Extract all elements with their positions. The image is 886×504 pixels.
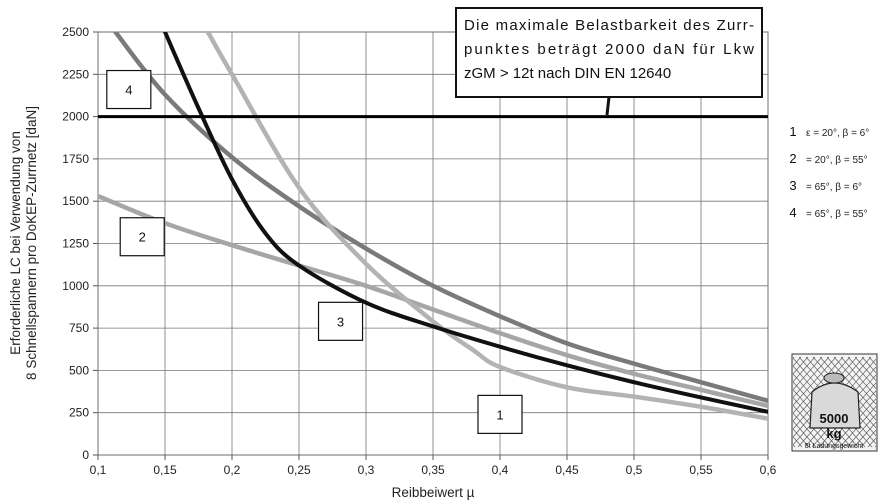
x-tick-label: 0,45 <box>555 463 579 477</box>
series-line-2 <box>98 193 768 409</box>
x-tick-label: 0,25 <box>287 463 311 477</box>
weight-logo-icon: 5000 kg 5t Ladungsgewicht <box>791 353 878 452</box>
x-tick-label: 0,55 <box>689 463 713 477</box>
curve-box-2: 2 <box>119 217 165 257</box>
legend-text: = 65°, β = 6° <box>806 182 862 193</box>
y-tick-label: 1750 <box>62 152 89 166</box>
curve-box-label: 1 <box>496 407 503 422</box>
curve-box-label: 4 <box>125 83 132 98</box>
legend-text: ε = 20°, β = 6° <box>806 128 869 139</box>
x-tick-labels: 0,1 0,15 0,2 0,25 0,3 0,35 0,4 0,45 0,5 0,55 0,6 <box>90 463 777 477</box>
x-axis-label: Reibbeiwert µ <box>392 485 475 500</box>
legend-item-2: 2 = 20°, β = 55° <box>789 151 867 166</box>
y-tick-label: 250 <box>69 406 89 420</box>
y-axis-label-line-2: 8 Schnellspannern pro DoKEP-Zurrnetz [da… <box>24 106 39 380</box>
x-tick-label: 0,15 <box>153 463 177 477</box>
legend-number: 1 <box>789 124 796 139</box>
legend-number: 3 <box>789 178 796 193</box>
x-tick-label: 0,2 <box>224 463 241 477</box>
legend-number: 4 <box>789 205 796 220</box>
legend-item-1: 1 ε = 20°, β = 6° <box>789 124 869 139</box>
legend-text: = 65°, β = 55° <box>806 209 868 220</box>
y-tick-label: 750 <box>69 321 89 335</box>
x-tick-label: 0,35 <box>421 463 445 477</box>
legend-number: 2 <box>789 151 796 166</box>
y-tick-label: 1000 <box>62 279 89 293</box>
note-line-2: punktes beträgt 2000 daN für Lkw <box>464 41 754 58</box>
y-tick-label: 0 <box>82 448 89 462</box>
curve-box-label: 2 <box>139 230 146 245</box>
curve-box-label: 3 <box>337 314 344 329</box>
curve-box-3: 3 <box>317 301 364 341</box>
y-tick-label: 2500 <box>62 25 89 39</box>
logo-unit: kg <box>826 426 841 441</box>
logo-weight: 5000 <box>820 411 849 426</box>
logo-caption: 5t Ladungsgewicht <box>805 443 863 450</box>
x-tick-label: 0,1 <box>90 463 107 477</box>
note-box: Die maximale Belastbarkeit des Zurr- pun… <box>455 7 763 116</box>
x-tick-label: 0,5 <box>626 463 643 477</box>
x-tick-label: 0,6 <box>760 463 777 477</box>
curve-box-4: 4 <box>106 69 152 110</box>
x-tick-label: 0,4 <box>492 463 509 477</box>
y-tick-label: 1500 <box>62 194 89 208</box>
x-tick-label: 0,3 <box>358 463 375 477</box>
y-tick-label: 1250 <box>62 237 89 251</box>
series-line-4 <box>113 32 768 404</box>
y-tick-label: 2250 <box>62 67 89 81</box>
legend-item-4: 4 = 65°, β = 55° <box>789 205 867 220</box>
series-line-3 <box>163 32 768 414</box>
series-line-1 <box>205 32 768 421</box>
y-axis-label-line-1: Erforderliche LC bei Verwendung von <box>8 131 23 355</box>
legend-text: = 20°, β = 55° <box>806 155 868 166</box>
curve-box-1: 1 <box>477 394 523 434</box>
legend: 1 ε = 20°, β = 6° 2 = 20°, β = 55° 3 = 65°, β… <box>789 124 869 220</box>
note-line-3: zGM > 12t nach DIN EN 12640 <box>464 65 671 82</box>
curve-number-boxes: 1 2 3 4 <box>106 69 523 434</box>
y-tick-labels: 0 250 500 750 1000 1250 1500 1750 2000 2250 2500 <box>62 25 89 462</box>
legend-item-3: 3 = 65°, β = 6° <box>789 178 862 193</box>
series-lines <box>98 32 768 421</box>
y-tick-label: 500 <box>69 363 89 377</box>
y-tick-label: 2000 <box>62 110 89 124</box>
